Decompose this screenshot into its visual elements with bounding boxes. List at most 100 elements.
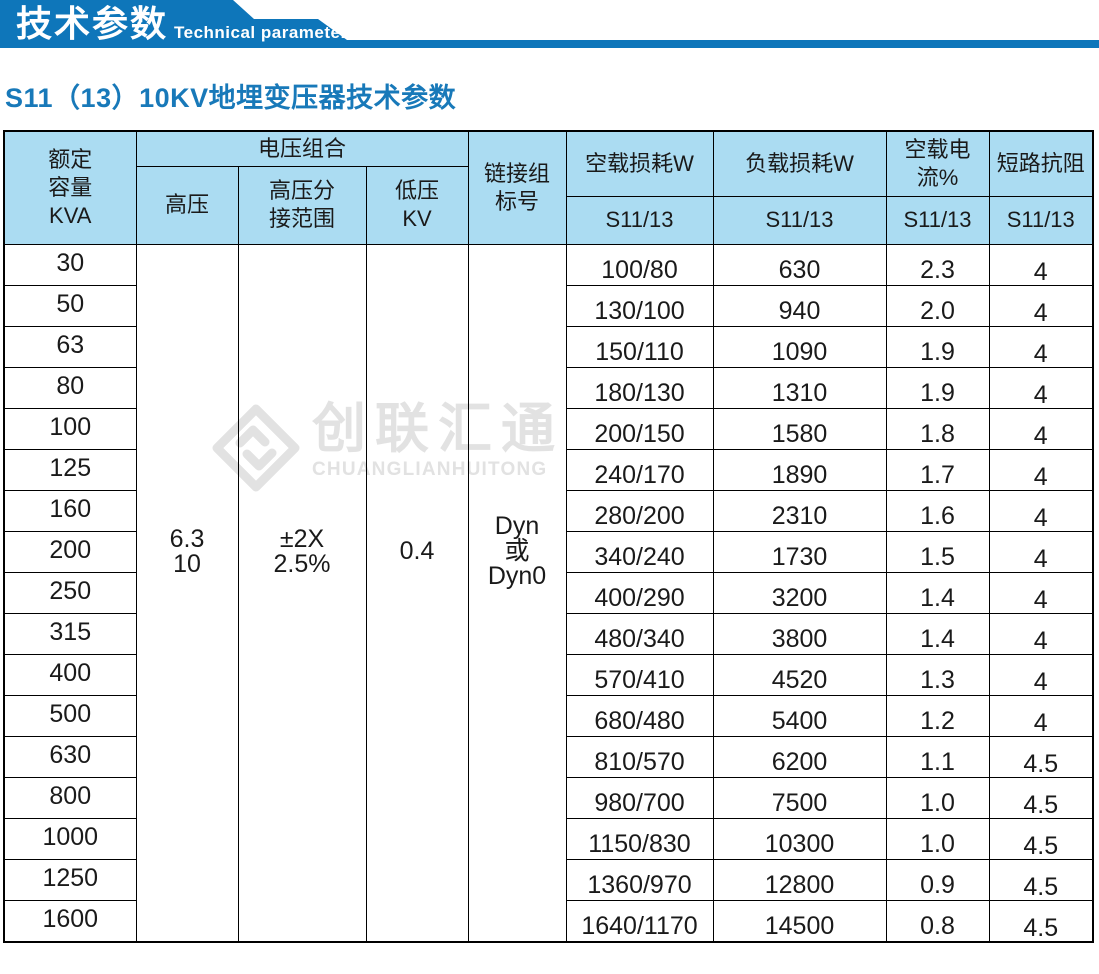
cell-capacity: 160 xyxy=(3,489,137,532)
cell-capacity: 63 xyxy=(3,325,137,368)
cell-load-loss: 1580 xyxy=(712,407,887,450)
cell-noload-current: 0.9 xyxy=(885,858,990,901)
cell-noload-current: 1.4 xyxy=(885,571,990,614)
col-subheader-noload-loss-series: S11/13 xyxy=(565,195,714,245)
header-row-series: S11/13 S11/13 S11/13 S11/13 xyxy=(4,195,1094,245)
table-row: 500 680/480 5400 1.2 4 xyxy=(3,694,1094,737)
cell-capacity: 100 xyxy=(3,407,137,450)
cell-noload-loss: 810/570 xyxy=(565,735,714,778)
cell-capacity: 1600 xyxy=(3,899,137,942)
cell-noload-current: 1.9 xyxy=(885,366,990,409)
cell-noload-loss: 240/170 xyxy=(565,448,714,491)
cell-noload-loss: 480/340 xyxy=(565,612,714,655)
cell-noload-current: 1.9 xyxy=(885,325,990,368)
cell-noload-loss: 200/150 xyxy=(565,407,714,450)
cell-capacity: 1000 xyxy=(3,817,137,860)
cell-noload-current: 0.8 xyxy=(885,899,990,942)
cell-load-loss: 12800 xyxy=(712,858,887,901)
cell-capacity: 125 xyxy=(3,448,137,491)
cell-impedance: 4 xyxy=(988,653,1094,696)
cell-load-loss: 10300 xyxy=(712,817,887,860)
table-row: 100 200/150 1580 1.8 4 xyxy=(3,407,1094,450)
table-row: 1000 1150/830 10300 1.0 4.5 xyxy=(3,817,1094,860)
cell-impedance: 4.5 xyxy=(988,735,1094,778)
cell-noload-loss: 280/200 xyxy=(565,489,714,532)
cell-capacity: 50 xyxy=(3,284,137,327)
cell-capacity: 80 xyxy=(3,366,137,409)
cell-capacity: 500 xyxy=(3,694,137,737)
cell-noload-loss: 1640/1170 xyxy=(565,899,714,942)
cell-impedance: 4 xyxy=(988,530,1094,573)
table-row: 50 130/100 940 2.0 4 xyxy=(3,284,1094,327)
table-row: 1250 1360/970 12800 0.9 4.5 xyxy=(3,858,1094,901)
table-row: 315 480/340 3800 1.4 4 xyxy=(3,612,1094,655)
cell-noload-current: 1.4 xyxy=(885,612,990,655)
table-row: 1600 1640/1170 14500 0.8 4.5 xyxy=(3,899,1094,942)
cell-noload-current: 1.0 xyxy=(885,817,990,860)
col-header-hv: 高压 xyxy=(135,165,239,245)
cell-noload-loss: 980/700 xyxy=(565,776,714,819)
table-row: 125 240/170 1890 1.7 4 xyxy=(3,448,1094,491)
cell-hv-merged: 6.3 10 xyxy=(135,243,239,942)
header-row-voltage-sub: 高压 高压分 接范围 低压 KV xyxy=(4,165,1093,245)
cell-load-loss: 1090 xyxy=(712,325,887,368)
banner-ribbon xyxy=(0,0,1099,48)
cell-load-loss: 5400 xyxy=(712,694,887,737)
header-row-group: 额定 容量 KVA 电压组合 链接组 标号 空载损耗W 负载损耗W 空载电流% … xyxy=(3,130,1094,245)
cell-impedance: 4 xyxy=(988,612,1094,655)
col-subheader-impedance-series: S11/13 xyxy=(988,195,1094,245)
cell-load-loss: 1730 xyxy=(712,530,887,573)
cell-noload-current: 1.3 xyxy=(885,653,990,696)
table-row: 250 400/290 3200 1.4 4 xyxy=(3,571,1094,614)
table-row: 63 150/110 1090 1.9 4 xyxy=(3,325,1094,368)
cell-noload-loss: 1150/830 xyxy=(565,817,714,860)
cell-capacity: 250 xyxy=(3,571,137,614)
cell-noload-current: 2.0 xyxy=(885,284,990,327)
cell-capacity: 315 xyxy=(3,612,137,655)
table-row: 160 280/200 2310 1.6 4 xyxy=(3,489,1094,532)
cell-noload-loss: 130/100 xyxy=(565,284,714,327)
cell-noload-current: 1.7 xyxy=(885,448,990,491)
cell-noload-current: 2.3 xyxy=(885,243,990,286)
cell-impedance: 4 xyxy=(988,366,1094,409)
cell-noload-loss: 340/240 xyxy=(565,530,714,573)
cell-noload-current: 1.1 xyxy=(885,735,990,778)
cell-impedance: 4 xyxy=(988,284,1094,327)
cell-capacity: 30 xyxy=(3,243,137,286)
cell-load-loss: 940 xyxy=(712,284,887,327)
banner-title-cn: 技术参数 xyxy=(16,3,169,44)
cell-noload-current: 1.6 xyxy=(885,489,990,532)
table-row: 630 810/570 6200 1.1 4.5 xyxy=(3,735,1094,778)
col-header-hv-tap: 高压分 接范围 xyxy=(237,165,367,245)
cell-noload-loss: 180/130 xyxy=(565,366,714,409)
cell-impedance: 4.5 xyxy=(988,899,1094,942)
cell-load-loss: 6200 xyxy=(712,735,887,778)
cell-impedance: 4 xyxy=(988,325,1094,368)
hv-tap-merged-value: ±2X 2.5% xyxy=(273,524,331,578)
cell-load-loss: 1310 xyxy=(712,366,887,409)
cell-load-loss: 1890 xyxy=(712,448,887,491)
cell-load-loss: 3200 xyxy=(712,571,887,614)
table-row: 400 570/410 4520 1.3 4 xyxy=(3,653,1094,696)
cell-impedance: 4 xyxy=(988,489,1094,532)
cell-capacity: 200 xyxy=(3,530,137,573)
cell-capacity: 630 xyxy=(3,735,137,778)
cell-noload-loss: 570/410 xyxy=(565,653,714,696)
cell-noload-current: 1.0 xyxy=(885,776,990,819)
cell-load-loss: 4520 xyxy=(712,653,887,696)
cell-load-loss: 3800 xyxy=(712,612,887,655)
table-row: 800 980/700 7500 1.0 4.5 xyxy=(3,776,1094,819)
col-header-impedance: 短路抗阻 xyxy=(988,130,1094,197)
col-header-voltage-group: 电压组合 xyxy=(135,130,469,167)
cell-impedance: 4.5 xyxy=(988,858,1094,901)
cell-impedance: 4 xyxy=(988,448,1094,491)
cell-capacity: 800 xyxy=(3,776,137,819)
col-header-noload-loss: 空载损耗W xyxy=(565,130,714,197)
cell-impedance: 4 xyxy=(988,694,1094,737)
cell-connection-merged: Dyn 或 Dyn0 xyxy=(467,243,567,942)
cell-noload-loss: 100/80 xyxy=(565,243,714,286)
cell-noload-loss: 680/480 xyxy=(565,694,714,737)
section-title: S11（13）10KV地埋变压器技术参数 xyxy=(5,83,457,113)
cell-noload-current: 1.5 xyxy=(885,530,990,573)
